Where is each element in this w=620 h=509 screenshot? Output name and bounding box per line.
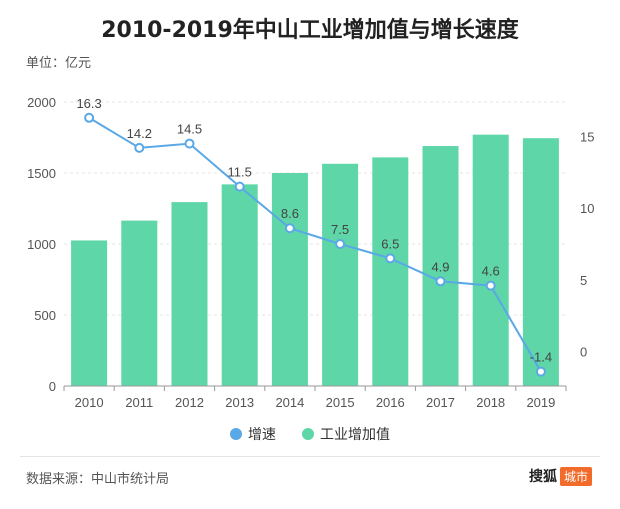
- x-tick-label: 2018: [476, 395, 505, 410]
- bar: [271, 173, 308, 386]
- growth-data-label: 4.9: [431, 259, 449, 274]
- bar: [71, 240, 108, 386]
- growth-point: [234, 181, 245, 192]
- x-tick-label: 2010: [75, 395, 104, 410]
- y-right-tick-label: 10: [580, 201, 594, 216]
- growth-point: [435, 276, 446, 287]
- brand-tag: 城市: [559, 466, 592, 486]
- growth-point: [335, 239, 346, 249]
- growth-line: [88, 116, 542, 373]
- legend-item-value[interactable]: 工业增加值: [302, 424, 390, 444]
- y-left-tick-label: 2000: [27, 95, 56, 110]
- bar: [522, 138, 559, 386]
- x-tick-label: 2013: [225, 395, 254, 410]
- data-source: 数据来源：中山市统计局: [26, 472, 170, 487]
- y-left-tick-label: 1500: [27, 166, 56, 181]
- growth-point: [184, 138, 195, 149]
- growth-data-label: 11.5: [228, 165, 252, 180]
- bar: [322, 163, 359, 386]
- footer-divider: [20, 456, 600, 457]
- growth-data-label: 6.5: [381, 236, 399, 251]
- legend-label-value: 工业增加值: [320, 427, 390, 443]
- legend: 增速 工业增加值: [0, 424, 620, 444]
- bar: [121, 220, 158, 386]
- legend-dot-growth: [230, 428, 242, 440]
- bar: [472, 134, 509, 386]
- bar: [422, 146, 459, 386]
- growth-point: [535, 366, 546, 377]
- growth-point: [84, 112, 95, 123]
- legend-item-growth[interactable]: 增速: [230, 424, 276, 444]
- growth-point: [284, 223, 295, 234]
- growth-data-label: 14.5: [177, 122, 202, 137]
- x-tick-label: 2019: [526, 395, 555, 410]
- x-tick-label: 2011: [125, 395, 153, 410]
- y-left-tick-label: 1000: [27, 237, 56, 252]
- x-tick-label: 2012: [175, 395, 204, 410]
- y-left-tick-label: 0: [49, 379, 56, 394]
- growth-point: [134, 142, 145, 153]
- chart: 0 500 1000 1500 2000 0 5 10 15 2010 2011 2012 2013 20…: [27, 95, 594, 410]
- bar: [221, 184, 258, 386]
- growth-point: [385, 253, 396, 264]
- y-left-tick-label: 500: [34, 308, 56, 323]
- legend-dot-value: [302, 428, 314, 440]
- x-tick-label: 2015: [326, 395, 355, 410]
- chart-title: 2010-2019年中山工业增加值与增长速度: [101, 18, 519, 43]
- growth-data-label: -1.4: [530, 350, 552, 365]
- x-tick-label: 2017: [426, 395, 455, 410]
- y-right-tick-label: 15: [580, 129, 594, 144]
- growth-data-label: 4.6: [482, 264, 500, 279]
- unit-label: 单位：亿元: [26, 56, 92, 71]
- brand-logo: 搜狐 城市: [529, 466, 592, 486]
- growth-data-label: 8.6: [281, 206, 299, 221]
- x-tick-label: 2016: [376, 395, 405, 410]
- growth-data-label: 16.3: [76, 96, 101, 111]
- bar: [171, 202, 208, 386]
- growth-data-label: 7.5: [331, 222, 349, 237]
- brand-name: 搜狐: [528, 469, 557, 485]
- y-right-tick-label: 5: [580, 273, 587, 288]
- growth-point: [485, 280, 496, 291]
- legend-label-growth: 增速: [248, 427, 276, 443]
- x-tick-label: 2014: [275, 395, 304, 410]
- bar: [372, 157, 409, 386]
- y-right-tick-label: 0: [580, 345, 587, 360]
- growth-data-label: 14.2: [127, 126, 152, 141]
